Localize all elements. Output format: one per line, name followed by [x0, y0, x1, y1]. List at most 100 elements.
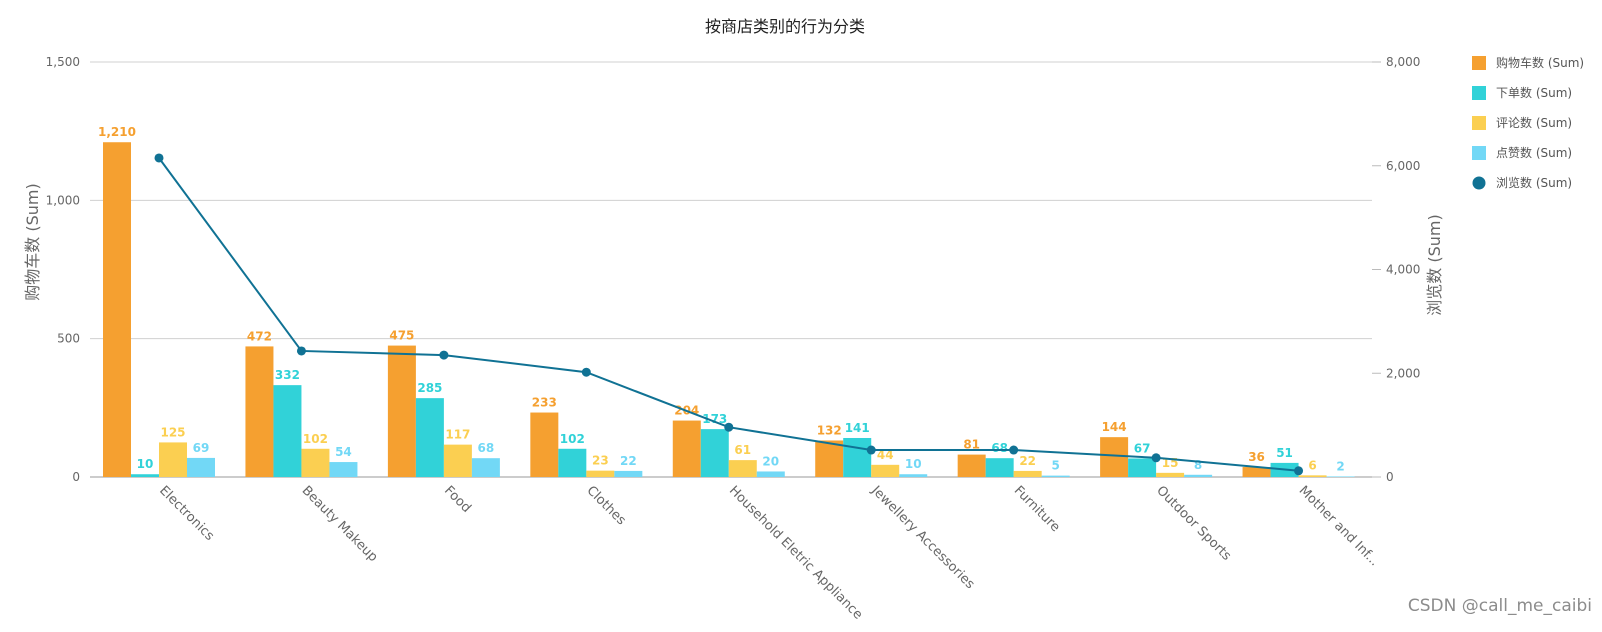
data-label: 68 — [991, 441, 1008, 455]
data-label: 144 — [1102, 420, 1127, 434]
x-tick-label: Household Eletric Appliance — [726, 483, 865, 622]
bar — [415, 398, 444, 477]
right-tick-label: 8,000 — [1386, 55, 1420, 69]
legend-label: 浏览数 (Sum) — [1496, 175, 1572, 190]
data-label: 36 — [1248, 450, 1265, 464]
bar — [273, 385, 302, 477]
bar — [1156, 472, 1185, 477]
legend-swatch — [1472, 86, 1486, 100]
left-tick-label: 0 — [72, 470, 80, 484]
x-axis: Electronics Beauty Makeup Food Clothes House… — [156, 483, 1382, 623]
x-tick-label: Beauty Makeup — [299, 483, 381, 565]
legend-swatch — [1472, 116, 1486, 130]
x-tick-label: Mother and Inf... — [1296, 483, 1382, 569]
bar — [245, 346, 274, 477]
bar — [1041, 475, 1070, 477]
x-tick-label: Jewellery Accessories — [868, 483, 978, 593]
data-label: 102 — [560, 432, 585, 446]
bar — [387, 345, 416, 477]
data-label: 61 — [734, 443, 751, 457]
data-label: 8 — [1194, 458, 1202, 472]
bar — [815, 440, 844, 477]
bar — [1128, 458, 1157, 477]
bar — [700, 429, 729, 477]
bar — [103, 142, 131, 477]
data-label: 54 — [335, 445, 352, 459]
data-label: 20 — [762, 454, 779, 468]
bar — [159, 442, 187, 477]
legend-swatch — [1472, 146, 1486, 160]
data-label: 117 — [445, 428, 470, 442]
data-label: 68 — [478, 441, 495, 455]
right-tick-label: 6,000 — [1386, 159, 1420, 173]
data-label: 10 — [905, 457, 922, 471]
bar — [756, 471, 785, 477]
data-label: 1,210 — [98, 125, 136, 139]
data-label: 51 — [1276, 446, 1293, 460]
bar — [131, 474, 159, 477]
data-label: 125 — [160, 425, 185, 439]
data-label: 44 — [877, 448, 894, 462]
data-label: 81 — [963, 438, 980, 452]
legend-marker — [1472, 176, 1486, 190]
bar — [1184, 474, 1213, 477]
line-point — [154, 153, 164, 163]
data-label: 69 — [193, 441, 210, 455]
right-tick-label: 2,000 — [1386, 366, 1420, 380]
bar — [985, 458, 1014, 477]
x-tick-label: Electronics — [156, 483, 217, 544]
left-tick-label: 1,000 — [46, 193, 80, 207]
line-point — [724, 422, 734, 432]
left-tick-label: 1,500 — [46, 55, 80, 69]
data-label: 22 — [620, 454, 637, 468]
data-label: 67 — [1134, 441, 1151, 455]
bar — [957, 454, 986, 477]
line-series — [154, 153, 1304, 476]
x-tick-label: Food — [441, 483, 474, 516]
bar — [471, 458, 500, 477]
data-label: 102 — [303, 432, 328, 446]
bar — [558, 448, 587, 477]
data-label: 6 — [1308, 458, 1316, 472]
legend: 购物车数 (Sum) 下单数 (Sum) 评论数 (Sum) 点赞数 (Sum) 浏览数… — [1472, 55, 1584, 190]
y-axis-title: 购物车数 (Sum) — [23, 183, 42, 300]
legend-label: 评论数 (Sum) — [1496, 115, 1572, 130]
data-label: 332 — [275, 368, 300, 382]
data-label: 132 — [817, 423, 842, 437]
data-label: 233 — [532, 396, 557, 410]
watermark: CSDN @call_me_caibi — [1407, 596, 1592, 616]
data-label: 141 — [845, 421, 870, 435]
bar — [614, 470, 643, 477]
bar — [871, 464, 900, 477]
data-label: 285 — [417, 381, 442, 395]
bar — [301, 448, 330, 477]
bar — [1326, 476, 1355, 477]
left-tick-label: 500 — [57, 332, 80, 346]
bar — [329, 462, 358, 477]
bar — [843, 437, 872, 477]
legend-swatch — [1472, 56, 1486, 70]
data-label: 23 — [592, 454, 609, 468]
data-label: 10 — [137, 457, 154, 471]
data-label: 475 — [389, 329, 414, 343]
line-point — [1009, 445, 1019, 455]
right-tick-label: 0 — [1386, 470, 1394, 484]
data-label: 472 — [247, 329, 272, 343]
right-y-axis: 0 2,000 4,000 6,000 8,000 — [1372, 55, 1420, 484]
chart-title: 按商店类别的行为分类 — [705, 17, 865, 36]
legend-label: 下单数 (Sum) — [1496, 85, 1572, 100]
data-label: 173 — [702, 412, 727, 426]
data-label: 5 — [1051, 459, 1059, 473]
bar — [728, 460, 757, 477]
line-point — [581, 367, 591, 377]
x-tick-label: Clothes — [584, 483, 629, 528]
bar — [586, 470, 615, 477]
line-point — [1151, 453, 1161, 463]
bar — [672, 420, 701, 477]
bar — [1013, 470, 1042, 477]
bar — [1242, 467, 1271, 477]
left-y-axis: 0 500 1,000 1,500 — [46, 55, 80, 484]
line-point — [296, 346, 306, 356]
